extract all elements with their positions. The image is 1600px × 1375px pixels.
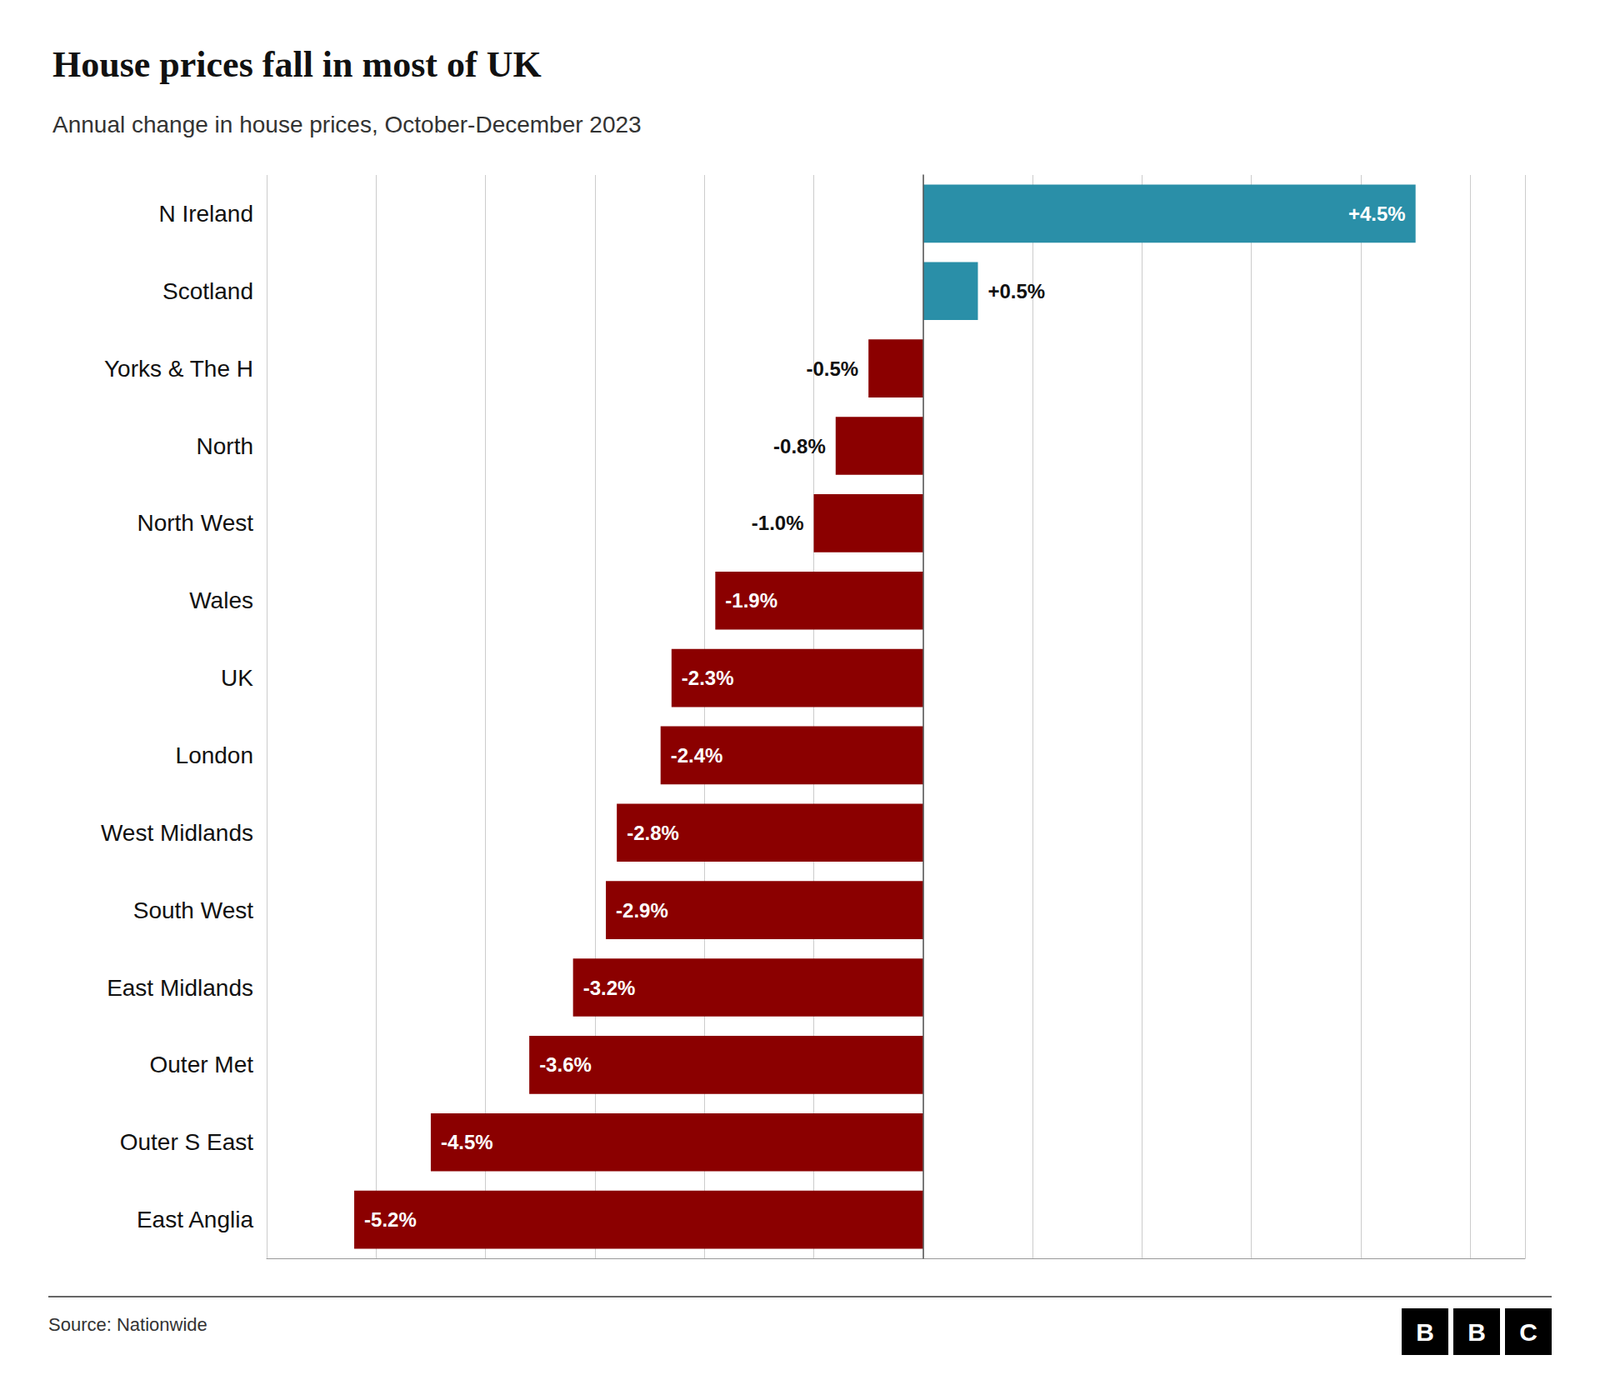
- svg-text:N Ireland: N Ireland: [158, 200, 254, 227]
- svg-text:B: B: [1467, 1318, 1486, 1346]
- svg-text:B: B: [1415, 1318, 1435, 1346]
- svg-text:Annual change in house prices,: Annual change in house prices, October-D…: [52, 111, 642, 138]
- svg-text:East Anglia: East Anglia: [136, 1206, 255, 1233]
- svg-text:+4.5%: +4.5%: [1348, 202, 1406, 225]
- svg-text:Outer S East: Outer S East: [120, 1129, 255, 1155]
- svg-text:-5.2%: -5.2%: [364, 1208, 417, 1231]
- svg-text:West Midlands: West Midlands: [100, 820, 254, 846]
- svg-text:-0.8%: -0.8%: [773, 435, 826, 458]
- svg-text:Wales: Wales: [189, 587, 254, 614]
- svg-text:-2.8%: -2.8%: [626, 821, 680, 845]
- svg-text:-0.5%: -0.5%: [805, 357, 859, 380]
- svg-text:Source: Nationwide: Source: Nationwide: [48, 1314, 208, 1335]
- svg-text:House prices fall in most of U: House prices fall in most of UK: [52, 44, 542, 85]
- svg-text:UK: UK: [220, 665, 254, 691]
- svg-text:-1.0%: -1.0%: [751, 511, 805, 535]
- svg-text:Yorks & The H: Yorks & The H: [104, 355, 254, 382]
- svg-text:-2.9%: -2.9%: [615, 899, 669, 922]
- svg-text:-4.5%: -4.5%: [440, 1130, 494, 1154]
- svg-text:South West: South West: [133, 897, 254, 924]
- svg-text:-2.3%: -2.3%: [681, 666, 735, 690]
- svg-text:-3.6%: -3.6%: [539, 1053, 592, 1076]
- svg-text:-1.9%: -1.9%: [725, 589, 778, 612]
- svg-text:London: London: [175, 742, 254, 769]
- svg-text:North West: North West: [136, 510, 254, 536]
- svg-text:+0.5%: +0.5%: [987, 280, 1045, 303]
- svg-text:North: North: [196, 433, 254, 460]
- svg-text:Scotland: Scotland: [162, 278, 254, 305]
- svg-text:-3.2%: -3.2%: [583, 976, 636, 1000]
- svg-text:East Midlands: East Midlands: [106, 975, 254, 1001]
- svg-text:Outer Met: Outer Met: [150, 1051, 255, 1078]
- svg-text:-2.4%: -2.4%: [670, 744, 724, 767]
- svg-text:C: C: [1519, 1318, 1538, 1346]
